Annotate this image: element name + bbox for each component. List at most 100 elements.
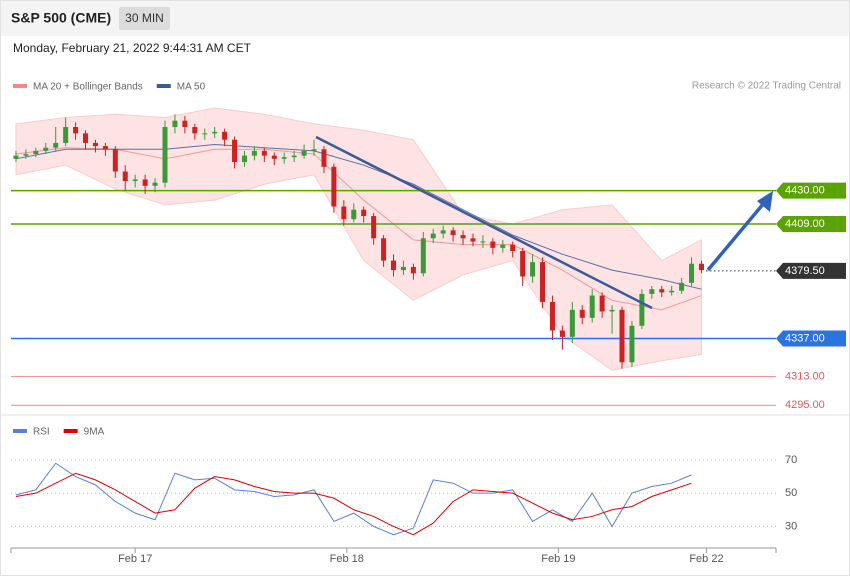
candle-body (391, 260, 396, 271)
candle-body (351, 209, 357, 220)
trend-line (315, 135, 653, 310)
candle-body (172, 120, 178, 128)
legend-label: 9MA (84, 427, 105, 438)
level-label: 4295.00 (785, 399, 825, 411)
legend-label: MA 20 + Bollinger Bands (33, 82, 143, 93)
candle-body (410, 266, 416, 274)
candle-body (589, 295, 595, 318)
level-badge (776, 216, 846, 232)
x-tick-label: Feb 19 (541, 553, 575, 565)
candle-body (192, 127, 198, 134)
arrow-head (757, 191, 773, 212)
candle-body (639, 293, 645, 326)
candle-body (281, 157, 287, 159)
bollinger-band (15, 107, 702, 371)
candle-body (142, 179, 148, 186)
candle-body (341, 206, 347, 220)
moving-average (15, 144, 702, 290)
forecast-arrow (706, 201, 766, 272)
candle-body (182, 120, 188, 128)
candle-body (510, 244, 516, 252)
level-label: 4409.00 (785, 218, 825, 230)
candle-body (83, 133, 89, 143)
candle-body (569, 309, 575, 337)
candle-body (122, 171, 128, 182)
candle-body (629, 325, 635, 363)
candle-body (92, 142, 98, 147)
candle-body (132, 179, 138, 182)
y-tick-label: 70 (785, 454, 797, 466)
candle-body (301, 150, 307, 156)
candle-body (311, 149, 317, 151)
level-label: 4313.00 (785, 371, 825, 383)
candle-body (430, 233, 436, 239)
candle-body (202, 133, 208, 135)
candle-body (679, 282, 685, 291)
level-badge (776, 330, 846, 347)
candle-body (261, 150, 267, 156)
candle-body (649, 289, 655, 294)
candle-body (609, 309, 615, 312)
candle-body (321, 149, 327, 167)
candle-body (540, 262, 546, 302)
candle-body (222, 131, 228, 140)
candle-body (549, 301, 555, 331)
legend-swatch (13, 429, 27, 433)
y-tick-label: 30 (785, 520, 797, 532)
candle-body (689, 263, 695, 283)
candle-body (490, 241, 496, 248)
level-badge (776, 182, 846, 199)
candle-body (371, 216, 377, 239)
candle-body (53, 142, 59, 148)
timeframe-badge (119, 7, 170, 30)
x-tick-label: Feb 17 (118, 553, 152, 565)
copyright: Research © 2022 Trading Central (692, 81, 841, 92)
candle-body (400, 266, 406, 271)
candle-body (361, 209, 367, 217)
date: Monday, February 21, 2022 9:44:31 AM CET (13, 41, 252, 55)
candle-body (152, 182, 158, 186)
candle-body (500, 244, 506, 248)
candle-body (559, 330, 565, 337)
candle-body (212, 131, 218, 134)
indicator-line (15, 472, 692, 536)
candle-body (619, 309, 625, 363)
candle-body (112, 149, 118, 172)
legend-swatch (63, 429, 78, 433)
candle-body (251, 150, 257, 156)
candle-body (480, 241, 486, 243)
legend-swatch (156, 84, 171, 88)
candle-body (381, 238, 387, 261)
title: S&P 500 (CME) (11, 10, 111, 26)
candle-body (232, 139, 238, 162)
candle-body (13, 155, 19, 159)
level-label: 4379.50 (785, 265, 825, 277)
level-badge (776, 262, 846, 279)
indicator-line (15, 462, 692, 536)
candle-body (291, 155, 297, 158)
candle-body (43, 147, 49, 151)
x-tick-label: Feb 18 (330, 553, 364, 565)
candle-body (102, 146, 108, 150)
candle-body (420, 238, 426, 274)
x-tick-label: Feb 22 (689, 553, 723, 565)
level-label: 4430.00 (785, 185, 825, 197)
level-label: 4337.00 (785, 332, 825, 344)
candle-body (331, 166, 337, 207)
candle-body (599, 295, 605, 312)
candle-body (669, 290, 675, 293)
y-tick-label: 50 (785, 487, 797, 499)
candle-body (241, 155, 247, 162)
candle-body (460, 235, 466, 239)
candle-body (698, 263, 704, 271)
candle-body (659, 289, 665, 293)
candle-body (63, 127, 69, 143)
timeframe: 30 MIN (125, 11, 164, 25)
candle-body (162, 127, 168, 183)
candle-body (579, 309, 585, 318)
legend-swatch (13, 84, 27, 88)
candle-body (530, 262, 536, 277)
candle-body (271, 155, 277, 159)
